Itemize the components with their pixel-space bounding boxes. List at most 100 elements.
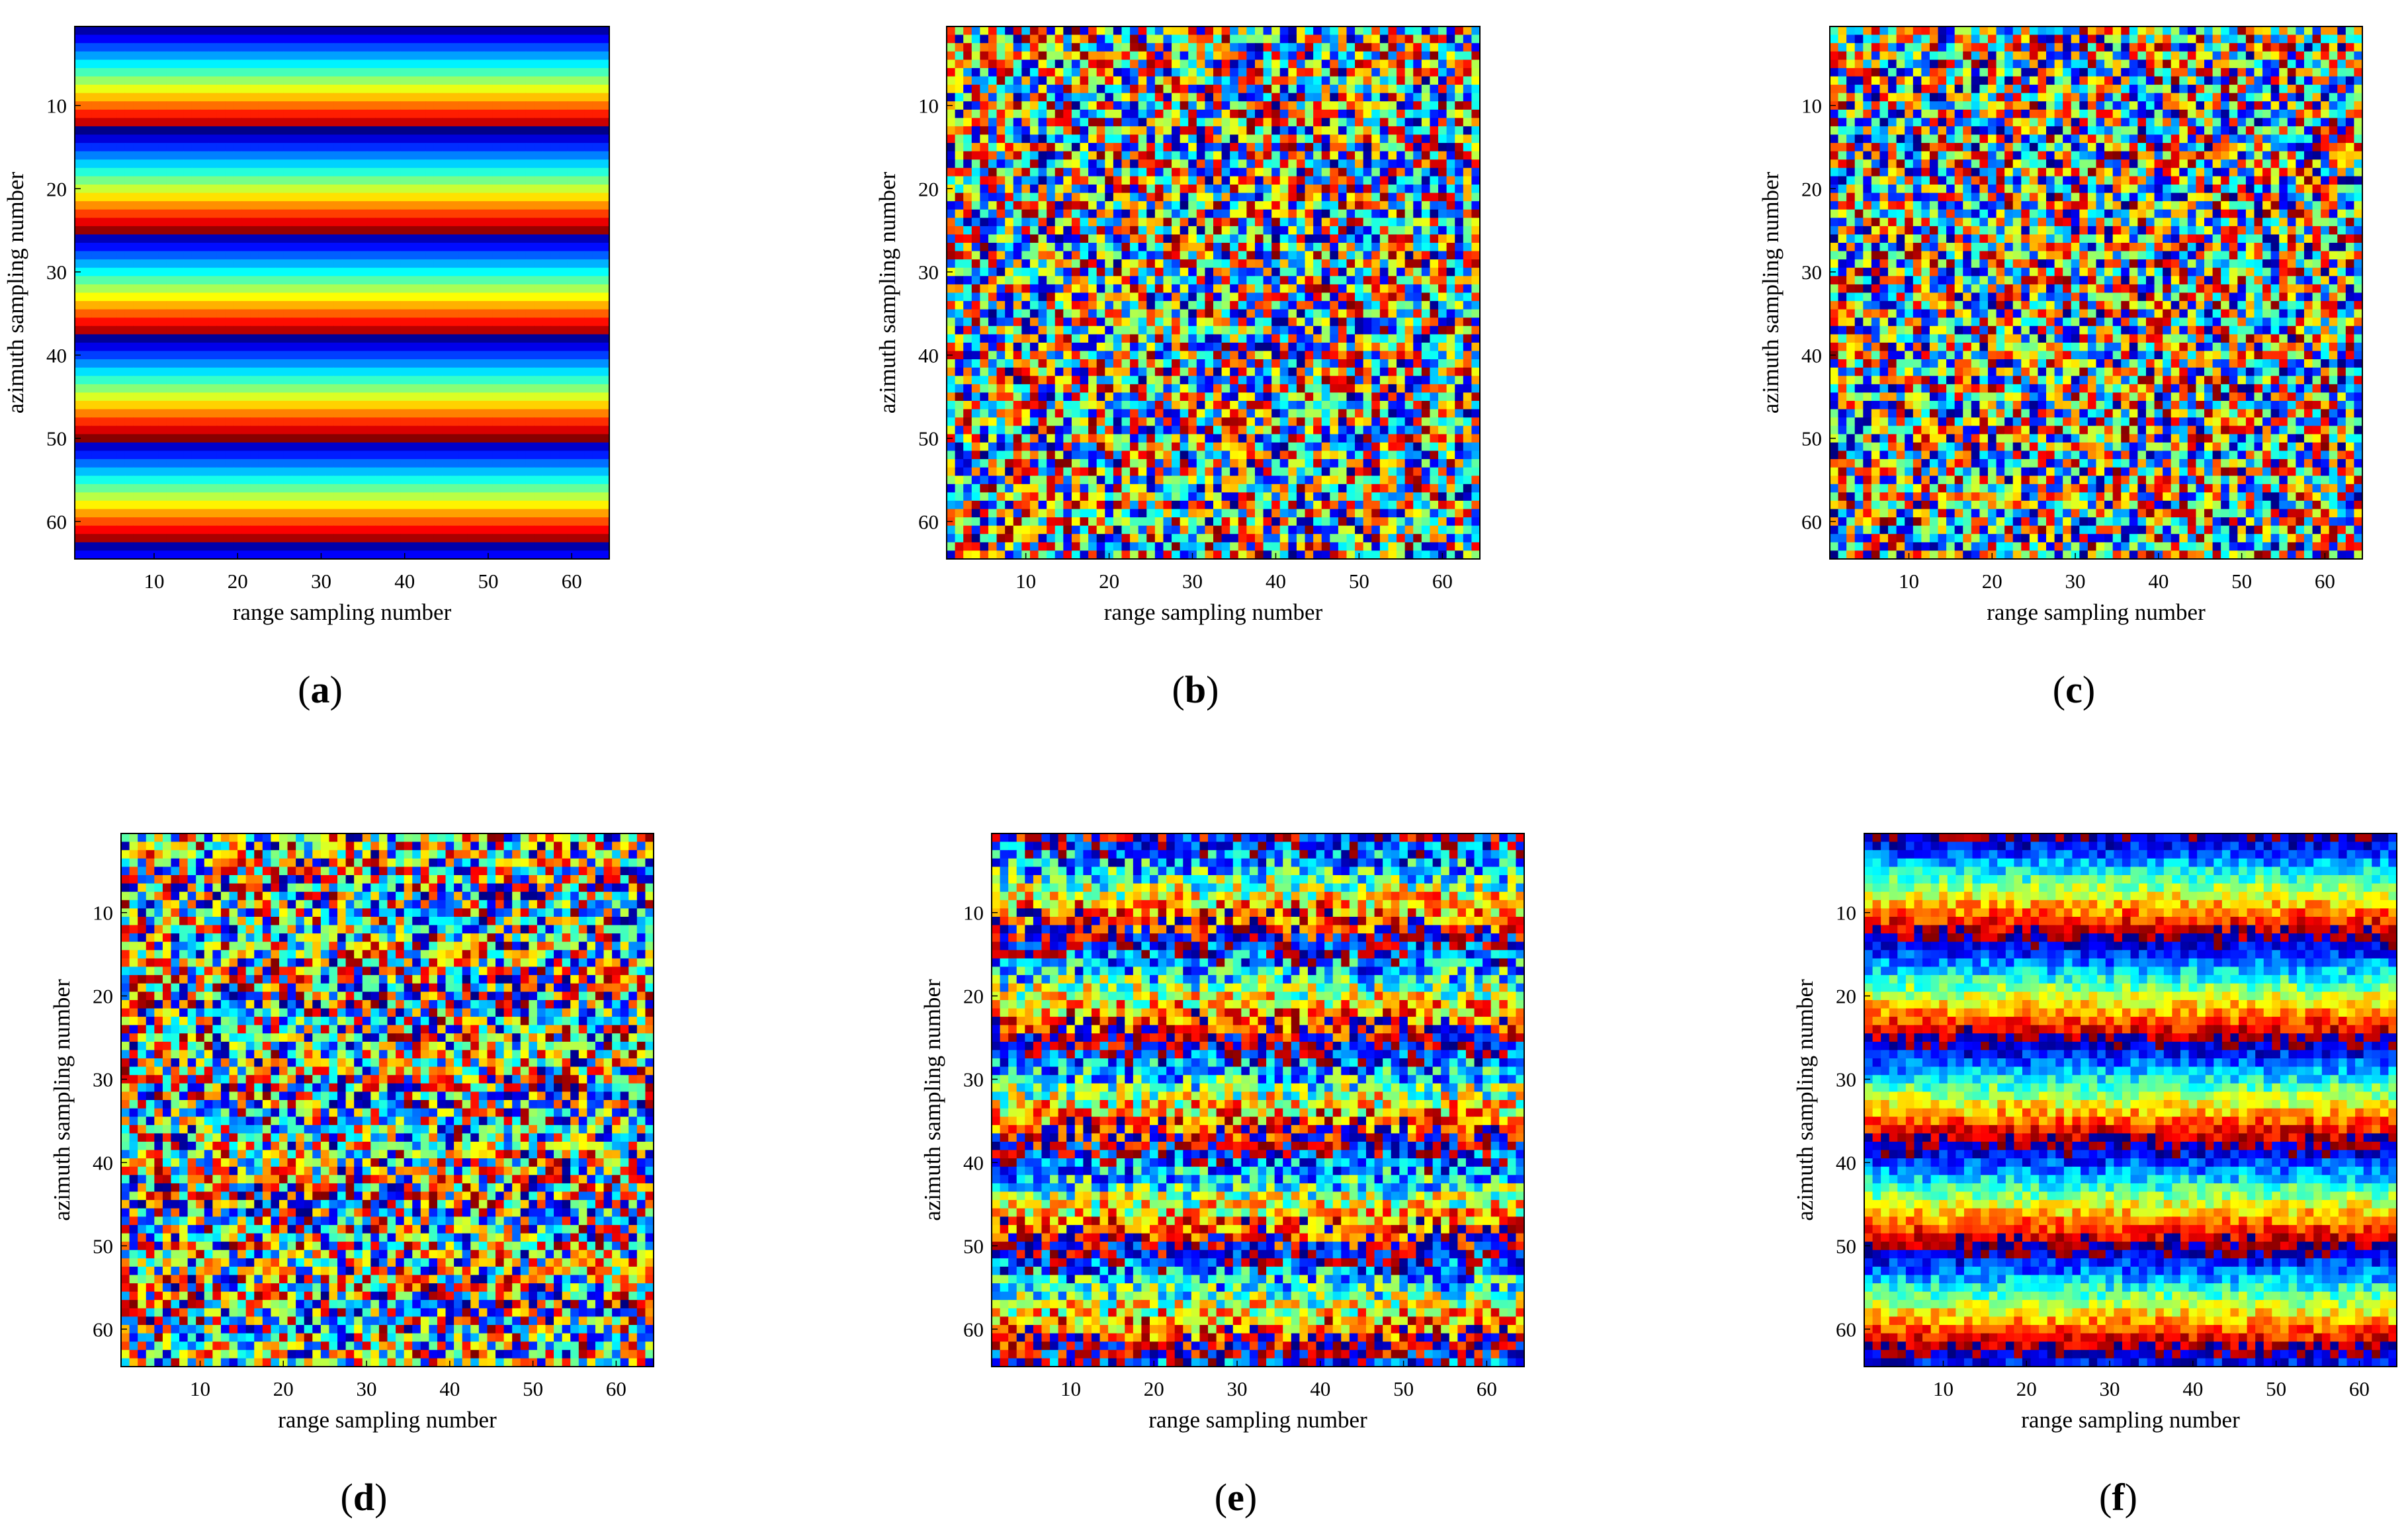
heatmap-cell [592, 484, 601, 493]
heatmap-cell [317, 359, 326, 368]
heatmap-cell [366, 384, 376, 394]
heatmap-cell [1063, 43, 1072, 52]
heatmap-cell [947, 26, 956, 36]
heatmap-cell [567, 251, 577, 260]
heatmap-cell [342, 184, 351, 194]
heatmap-cell [91, 267, 101, 276]
heatmap-cell [325, 143, 334, 152]
heatmap-cell [75, 342, 84, 352]
heatmap-cell [241, 492, 251, 501]
heatmap-cell [333, 542, 343, 552]
heatmap-cell [1371, 118, 1381, 127]
heatmap-cell [183, 134, 193, 144]
heatmap-cell [1063, 118, 1072, 127]
heatmap-cell [534, 484, 543, 493]
heatmap-cell [492, 276, 501, 285]
heatmap-cell [350, 467, 359, 476]
heatmap-cell [442, 60, 451, 69]
heatmap-cell [534, 51, 543, 60]
heatmap-cell [425, 243, 435, 252]
heatmap-cell [133, 492, 142, 501]
heatmap-cell [258, 167, 267, 177]
heatmap-cell [142, 434, 151, 443]
heatmap-cell [559, 509, 568, 518]
heatmap-cell [308, 509, 318, 518]
heatmap-cell [996, 101, 1006, 110]
heatmap-cell [359, 367, 368, 376]
heatmap-cell [1363, 51, 1372, 60]
heatmap-cell [517, 434, 527, 443]
heatmap-cell [366, 500, 376, 510]
heatmap-cell [158, 509, 167, 518]
heatmap-cell [484, 234, 493, 243]
heatmap-cell [500, 401, 510, 410]
heatmap-cell [300, 34, 310, 44]
heatmap-cell [317, 542, 326, 552]
heatmap-cell [325, 184, 334, 194]
heatmap-cell [133, 550, 142, 560]
heatmap-cell [550, 218, 560, 227]
heatmap-cell [124, 484, 134, 493]
heatmap-cell [458, 76, 468, 85]
heatmap-cell [425, 151, 435, 160]
heatmap-cell [216, 151, 226, 160]
heatmap-cell [216, 384, 226, 394]
heatmap-cell [550, 484, 560, 493]
heatmap-cell [133, 459, 142, 468]
heatmap-cell [375, 226, 384, 235]
heatmap-cell [308, 67, 318, 77]
heatmap-cell [108, 201, 117, 210]
heatmap-cell [75, 151, 84, 160]
heatmap-cell [250, 184, 259, 194]
y-tick-label: 20 [46, 177, 67, 200]
heatmap-cell [433, 234, 443, 243]
heatmap-cell [283, 367, 292, 376]
heatmap-cell [584, 267, 593, 276]
heatmap-cell [325, 367, 334, 376]
heatmap-cell [947, 43, 956, 52]
heatmap-cell [191, 126, 200, 136]
heatmap-cell [1096, 60, 1105, 69]
heatmap-cell [384, 467, 393, 476]
heatmap-cell [183, 417, 193, 427]
heatmap-cell [175, 159, 184, 169]
heatmap-cell [384, 509, 393, 518]
heatmap-cell [458, 309, 468, 318]
heatmap-cell [99, 325, 109, 335]
heatmap-cell [451, 276, 460, 285]
heatmap-cell [216, 325, 226, 335]
heatmap-cell [1279, 34, 1289, 44]
heatmap-cell [601, 392, 610, 402]
heatmap-cell [366, 85, 376, 94]
heatmap-cell [183, 93, 193, 102]
heatmap-cell [250, 226, 259, 235]
heatmap-cell [467, 34, 476, 44]
heatmap-cell [333, 151, 343, 160]
heatmap-cell [133, 434, 142, 443]
heatmap-cell [317, 251, 326, 260]
heatmap-cell [542, 509, 552, 518]
heatmap-cell [158, 442, 167, 452]
heatmap-cell [1172, 109, 1181, 118]
heatmap-cell [550, 459, 560, 468]
heatmap-cell [584, 550, 593, 560]
heatmap-cell [175, 359, 184, 368]
heatmap-cell [300, 459, 310, 468]
heatmap-cell [1121, 67, 1131, 77]
heatmap-cell [216, 143, 226, 152]
heatmap-cell [542, 109, 552, 118]
heatmap-cell [425, 167, 435, 177]
heatmap-cell [492, 159, 501, 169]
heatmap-cell [409, 484, 418, 493]
heatmap-cell [534, 550, 543, 560]
heatmap-cell [484, 276, 493, 285]
heatmap-cell [409, 301, 418, 310]
heatmap-cell [133, 334, 142, 343]
heatmap-cell [300, 67, 310, 77]
heatmap-cell [492, 134, 501, 144]
heatmap-cell [500, 234, 510, 243]
heatmap-cell [375, 67, 384, 77]
heatmap-cell [517, 467, 527, 476]
heatmap-cell [384, 151, 393, 160]
heatmap-cell [517, 26, 527, 36]
